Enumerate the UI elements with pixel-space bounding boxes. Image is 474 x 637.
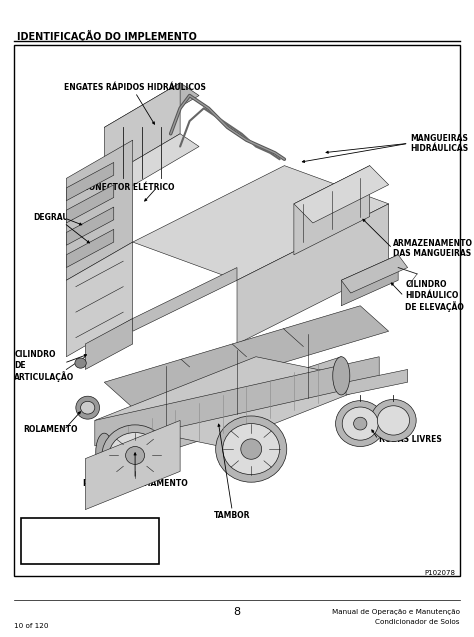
- Ellipse shape: [336, 401, 385, 447]
- Ellipse shape: [241, 439, 262, 459]
- Text: ARMAZENAMENTO
DAS MANGUEIRAS: ARMAZENAMENTO DAS MANGUEIRAS: [393, 239, 474, 258]
- Text: TAMBOR: TAMBOR: [214, 511, 251, 520]
- Polygon shape: [341, 255, 408, 293]
- Polygon shape: [95, 357, 379, 446]
- Ellipse shape: [333, 357, 350, 395]
- Ellipse shape: [216, 416, 287, 482]
- Polygon shape: [66, 140, 133, 280]
- Bar: [14, 45, 460, 576]
- Text: Manual de Operação e Manutenção: Manual de Operação e Manutenção: [332, 608, 460, 615]
- Polygon shape: [104, 83, 199, 140]
- Text: DEGRAUS: DEGRAUS: [33, 213, 74, 222]
- Ellipse shape: [96, 433, 113, 471]
- Polygon shape: [104, 83, 180, 178]
- Ellipse shape: [76, 396, 100, 419]
- Text: MOTOR HIDRÁULICO
LOCALIZADO NO LADO
OPOSTO AO ROLAMENTO: MOTOR HIDRÁULICO LOCALIZADO NO LADO OPOS…: [27, 524, 135, 558]
- Polygon shape: [66, 162, 114, 201]
- Ellipse shape: [126, 447, 145, 464]
- Text: MANGUEIRAS
HIDRÁULICAS: MANGUEIRAS HIDRÁULICAS: [410, 134, 468, 153]
- Polygon shape: [133, 268, 237, 331]
- Polygon shape: [85, 420, 180, 510]
- Polygon shape: [95, 357, 379, 446]
- Polygon shape: [66, 185, 114, 223]
- Text: CILINDRO
HIDRÁULICO
DE ELEVAÇÃO: CILINDRO HIDRÁULICO DE ELEVAÇÃO: [405, 280, 464, 312]
- Polygon shape: [341, 255, 398, 306]
- Text: IDENTIFICAÇÃO DO IMPLEMENTO: IDENTIFICAÇÃO DO IMPLEMENTO: [17, 30, 196, 42]
- Ellipse shape: [223, 424, 280, 475]
- Text: RODAS LIVRES: RODAS LIVRES: [379, 435, 442, 444]
- Text: 8: 8: [233, 606, 241, 617]
- Ellipse shape: [342, 407, 378, 440]
- Text: ENGATES RÁPIDOS HIDRÁULICOS: ENGATES RÁPIDOS HIDRÁULICOS: [64, 83, 206, 92]
- Polygon shape: [85, 318, 133, 369]
- Polygon shape: [104, 357, 341, 471]
- Bar: [21, 518, 159, 564]
- Text: CONECTOR ELÉTRICO: CONECTOR ELÉTRICO: [83, 183, 174, 192]
- Polygon shape: [294, 166, 389, 223]
- Text: Condicionador de Solos: Condicionador de Solos: [375, 619, 460, 625]
- Polygon shape: [104, 134, 199, 191]
- Text: CILINDRO
DE
ARTICULAÇÃO: CILINDRO DE ARTICULAÇÃO: [14, 350, 74, 382]
- Ellipse shape: [81, 401, 95, 414]
- Polygon shape: [294, 166, 370, 255]
- Polygon shape: [346, 369, 408, 395]
- Text: 10 of 120: 10 of 120: [14, 622, 49, 629]
- Text: PLACA DE FECHAMENTO: PLACA DE FECHAMENTO: [83, 479, 187, 488]
- Text: ROLAMENTO: ROLAMENTO: [24, 426, 78, 434]
- Ellipse shape: [102, 425, 168, 486]
- Ellipse shape: [354, 417, 367, 430]
- Ellipse shape: [75, 358, 86, 368]
- Ellipse shape: [109, 433, 161, 478]
- Polygon shape: [104, 306, 389, 408]
- Polygon shape: [133, 166, 389, 280]
- Polygon shape: [66, 242, 133, 357]
- Polygon shape: [237, 204, 389, 344]
- Ellipse shape: [371, 399, 416, 441]
- Polygon shape: [66, 229, 114, 268]
- Ellipse shape: [377, 406, 410, 435]
- Text: P102078: P102078: [424, 570, 455, 576]
- Polygon shape: [66, 207, 114, 245]
